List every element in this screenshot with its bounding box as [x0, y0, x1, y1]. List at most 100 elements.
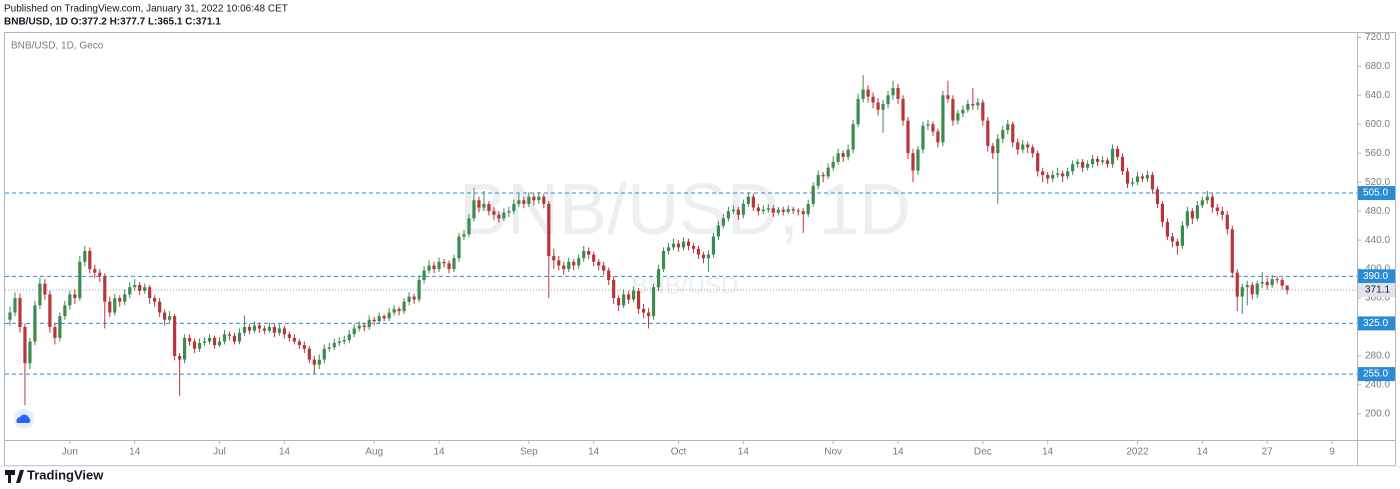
candle-body — [267, 327, 272, 331]
candle-body — [986, 120, 990, 146]
candle-body — [866, 89, 870, 97]
candle-body — [362, 325, 366, 328]
candle-body — [602, 265, 606, 271]
x-tick-label: 14 — [1197, 447, 1209, 458]
y-tick-label: 560.0 — [1365, 148, 1390, 159]
candle-body — [861, 89, 865, 99]
candle-body — [756, 207, 760, 212]
candle-body — [437, 261, 441, 270]
candle-body — [113, 298, 117, 313]
candle-body — [676, 243, 681, 248]
candle-body — [507, 211, 511, 213]
candle-body — [1095, 159, 1100, 162]
candle-body — [202, 341, 207, 343]
candle-body — [1150, 174, 1155, 190]
candle-body — [222, 334, 227, 342]
x-tick-label: 14 — [892, 447, 904, 458]
candle-body — [287, 334, 291, 338]
candle-body — [597, 261, 601, 266]
candle-body — [666, 247, 671, 251]
candle-body — [462, 234, 466, 237]
candle-body — [627, 294, 631, 300]
candle-body — [422, 270, 426, 280]
x-tick-label: 14 — [1042, 447, 1054, 458]
candle-body — [856, 98, 860, 125]
candle-body — [761, 209, 765, 212]
brand-name: TradingView — [27, 467, 104, 482]
candle-body — [477, 200, 481, 208]
candle-body — [522, 200, 526, 204]
candle-body — [1260, 282, 1264, 284]
candle-body — [816, 174, 820, 186]
candle-body — [1240, 287, 1244, 297]
chart-legend: BNB/USD, 1D, Geco — [11, 41, 104, 52]
candle-body — [247, 327, 252, 331]
candle-body — [1046, 174, 1050, 179]
candle-body — [312, 359, 316, 365]
candle-body — [38, 283, 42, 306]
candle-body — [1255, 283, 1259, 295]
candle-body — [367, 319, 371, 328]
candle-body — [372, 319, 376, 322]
y-tick-label: 640.0 — [1365, 90, 1390, 101]
candle-body — [108, 301, 112, 313]
candle-body — [736, 209, 740, 215]
x-tick-label: Dec — [974, 447, 992, 458]
candle-body — [1225, 214, 1229, 230]
candle-body — [1071, 164, 1075, 172]
candle-body — [302, 345, 306, 349]
candle-body — [831, 161, 835, 168]
candle-body — [751, 196, 755, 208]
x-tick-label: Oct — [671, 447, 687, 458]
last-price-box — [1358, 283, 1395, 298]
x-tick-label: 14 — [433, 447, 445, 458]
candle-body — [1180, 225, 1184, 246]
candle-body — [542, 196, 546, 204]
candle-body — [562, 265, 566, 270]
candle-body — [1026, 144, 1030, 148]
candle-body — [726, 211, 730, 219]
candle-body — [28, 341, 32, 364]
candle-body — [956, 113, 960, 121]
candle-body — [607, 270, 611, 280]
candle-body — [1105, 160, 1110, 165]
watermark-sub: BNB/USD — [632, 272, 739, 299]
candle-body — [442, 261, 446, 264]
candle-body — [18, 298, 22, 328]
watermark: BNB/USD, 1D — [459, 170, 911, 250]
candle-body — [537, 196, 541, 201]
candle-body — [73, 294, 77, 299]
candle-body — [996, 138, 1000, 154]
candle-body — [407, 296, 411, 302]
candle-body — [133, 285, 137, 288]
candle-body — [1190, 211, 1194, 219]
candle-body — [691, 245, 696, 249]
candle-body — [487, 203, 491, 212]
candle-body — [1051, 174, 1055, 179]
candle-body — [1220, 211, 1224, 215]
candle-body — [307, 348, 311, 360]
candle-body — [981, 102, 985, 121]
candle-body — [317, 359, 321, 365]
candle-body — [746, 196, 750, 204]
candle-body — [392, 308, 396, 313]
candle-body — [1280, 279, 1284, 286]
candle-body — [297, 341, 301, 346]
level-label: 255.0 — [1363, 369, 1388, 380]
candle-body — [13, 298, 17, 313]
candle-body — [1081, 161, 1085, 168]
candle-body — [187, 337, 192, 342]
candle-body — [128, 287, 132, 295]
candle-body — [148, 287, 152, 299]
level-label: 505.0 — [1363, 188, 1388, 199]
candle-body — [1090, 159, 1095, 165]
candle-body — [192, 341, 197, 349]
candle-body — [427, 265, 431, 271]
candle-body — [1056, 173, 1060, 175]
candle-body — [1205, 196, 1209, 201]
candle-body — [143, 287, 147, 291]
candle-body — [681, 241, 686, 248]
candle-body — [322, 348, 326, 360]
candle-body — [731, 209, 735, 212]
y-tick-label: 360.0 — [1365, 293, 1390, 304]
